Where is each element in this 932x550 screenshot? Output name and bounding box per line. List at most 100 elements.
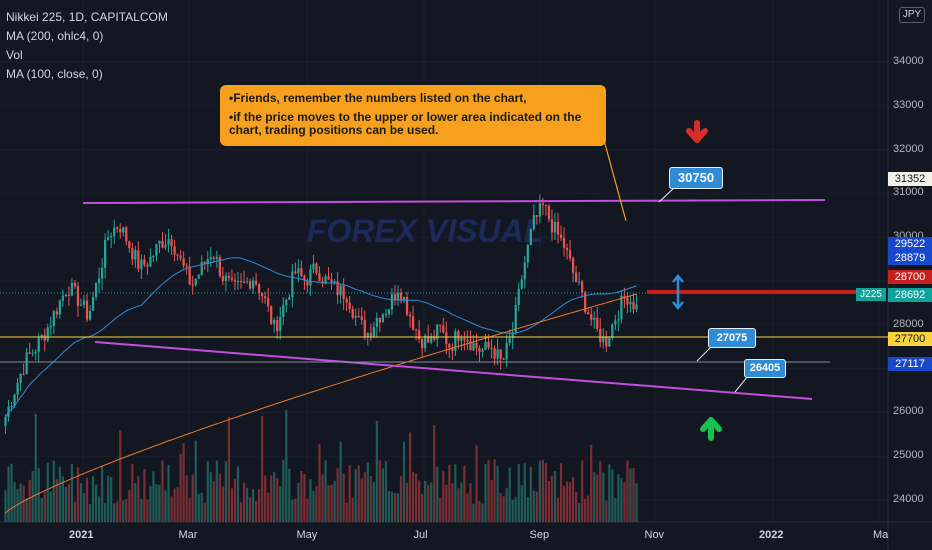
- volume-bar: [559, 463, 563, 522]
- candle-body: [405, 296, 409, 315]
- candle-body: [568, 250, 572, 259]
- x-tick-6: 2022: [759, 529, 784, 541]
- volume-bar: [122, 500, 125, 522]
- volume-bar: [360, 478, 363, 522]
- candle-body: [197, 274, 200, 279]
- candle-body: [508, 338, 511, 343]
- x-tick-7: Ma: [873, 529, 889, 541]
- watermark: FOREX VISUAL: [307, 213, 543, 249]
- candle-body: [16, 382, 19, 395]
- volume-bar: [170, 496, 173, 522]
- volume-bar: [411, 472, 415, 522]
- volume-bar: [402, 441, 406, 522]
- candle-body: [487, 341, 490, 348]
- candle-body: [258, 284, 261, 294]
- volume-bar: [239, 502, 243, 522]
- level-label-low: 26405: [744, 359, 786, 378]
- candle-body: [188, 266, 191, 285]
- candle-body: [351, 309, 354, 318]
- price-label-29522: 29522: [888, 237, 932, 251]
- candle-body: [463, 338, 466, 340]
- volume-bar: [37, 467, 40, 522]
- candle-body: [248, 281, 252, 289]
- candle-body: [134, 250, 137, 260]
- legend-symbol: Nikkei 225, 1D, CAPITALCOM: [6, 10, 168, 24]
- candle-body: [254, 280, 258, 285]
- candle-body: [433, 335, 436, 340]
- volume-bar: [632, 468, 635, 522]
- volume-bar: [40, 497, 43, 522]
- volume-bar: [7, 466, 10, 522]
- volume-bar: [300, 471, 303, 522]
- candle-body: [149, 257, 152, 267]
- volume-bar: [484, 464, 487, 522]
- volume-bar: [85, 477, 89, 522]
- candle-body: [581, 281, 584, 293]
- volume-bar: [179, 453, 182, 522]
- candle-body: [408, 314, 412, 317]
- volume-bar: [472, 503, 475, 522]
- candle-body: [399, 292, 403, 301]
- candle-body: [460, 338, 463, 341]
- candle-body: [97, 278, 101, 284]
- price-label-28879: 28879: [888, 251, 932, 265]
- candle-body: [327, 276, 330, 280]
- volume-bar: [629, 468, 632, 522]
- candle-body: [182, 258, 185, 266]
- candle-body: [191, 284, 194, 286]
- volume-bar: [596, 474, 599, 522]
- volume-bar: [28, 479, 31, 522]
- candle-body: [427, 335, 430, 343]
- candle-body: [418, 330, 421, 340]
- candle-body: [245, 281, 249, 283]
- support-line: [94, 341, 813, 400]
- candle-body: [131, 247, 134, 260]
- volume-bar: [448, 464, 451, 522]
- volume-bar: [267, 492, 270, 522]
- volume-bar: [303, 473, 306, 522]
- volume-bar: [67, 483, 71, 522]
- currency-badge[interactable]: JPY: [899, 7, 925, 23]
- candle-body: [611, 324, 614, 339]
- volume-bar: [155, 484, 158, 522]
- volume-bar: [161, 460, 164, 522]
- candle-body: [104, 240, 107, 268]
- volume-bar: [16, 489, 19, 522]
- candle-body: [608, 338, 611, 347]
- volume-bar: [617, 474, 620, 522]
- candle-body: [303, 275, 306, 281]
- candle-body: [116, 227, 119, 229]
- volume-bar: [418, 480, 421, 522]
- candle-body: [472, 342, 475, 351]
- volume-bar: [101, 465, 104, 522]
- candle-body: [333, 281, 336, 283]
- candle-body: [390, 294, 394, 310]
- candle-body: [614, 320, 617, 325]
- volume-bar: [538, 460, 541, 522]
- volume-bar: [264, 475, 267, 522]
- candle-body: [37, 337, 40, 352]
- candle-body: [345, 298, 348, 303]
- candle-body: [584, 292, 587, 313]
- legend-ma200: MA (200, ohlc4, 0): [6, 29, 104, 43]
- candle-body: [330, 279, 333, 283]
- volume-bar: [421, 493, 424, 522]
- volume-bar: [544, 463, 548, 522]
- candle-body: [454, 331, 457, 352]
- volume-bar: [173, 488, 176, 522]
- level-label-top: 30750: [669, 167, 723, 189]
- candle-body: [632, 301, 635, 310]
- volume-bar: [460, 482, 463, 522]
- volume-bar: [79, 483, 83, 522]
- volume-bar: [107, 475, 110, 522]
- candle-body: [215, 257, 218, 259]
- volume-bar: [188, 497, 191, 522]
- volume-bar: [381, 468, 384, 522]
- volume-bar: [61, 476, 64, 522]
- candle-body: [309, 269, 312, 286]
- candle-body: [342, 285, 345, 299]
- candle-body: [523, 262, 526, 280]
- candle-body: [541, 203, 545, 205]
- volume-bar: [251, 488, 255, 522]
